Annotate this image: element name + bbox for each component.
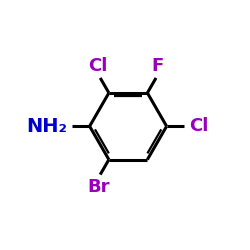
Text: NH₂: NH₂: [26, 117, 68, 136]
Text: Cl: Cl: [88, 56, 108, 74]
Text: Br: Br: [87, 178, 110, 196]
Text: F: F: [152, 56, 164, 74]
Text: Cl: Cl: [189, 117, 208, 135]
